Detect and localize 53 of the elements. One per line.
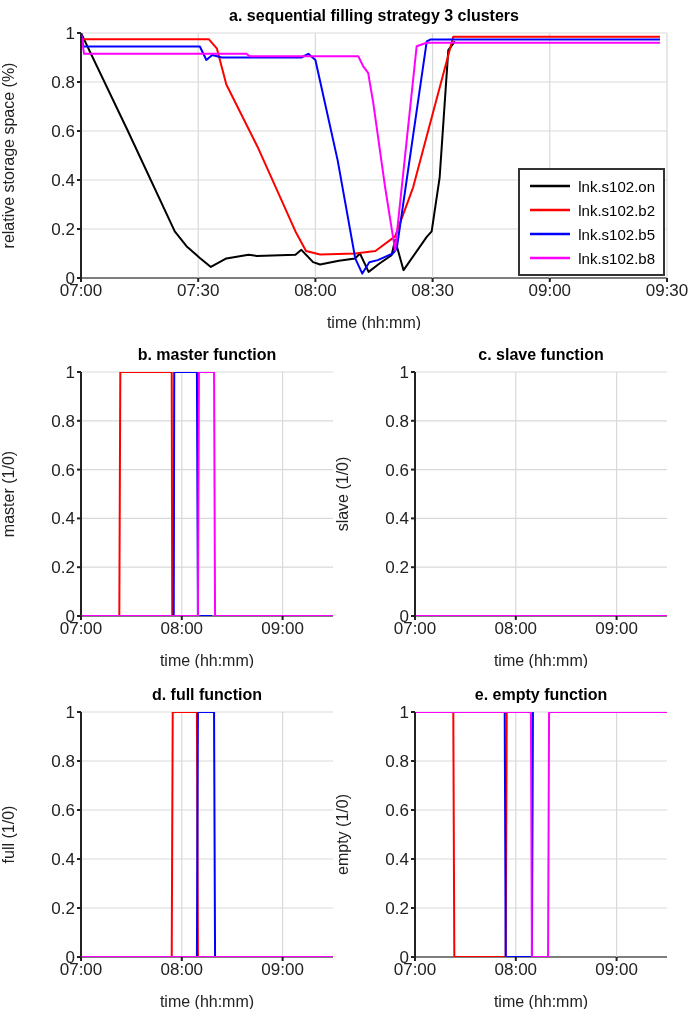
y-tick-label: 0.4 — [385, 509, 409, 529]
legend-label: lnk.s102.on — [578, 177, 655, 195]
x-tick-label: 09:00 — [595, 960, 638, 980]
y-tick-label: 0.8 — [385, 411, 409, 431]
x-tick-label: 09:00 — [528, 281, 572, 301]
y-axis-title: full (1/0) — [0, 805, 17, 864]
x-tick-label: 09:00 — [261, 619, 304, 639]
y-axis-title: slave (1/0) — [333, 456, 351, 532]
x-tick-label: 08:00 — [160, 619, 204, 639]
x-tick-label: 08:30 — [411, 281, 454, 301]
y-tick-label: 0.8 — [385, 752, 409, 772]
y-tick-label: 0.8 — [51, 752, 75, 772]
chart-title: a. sequential filling strategy 3 clusters — [228, 7, 520, 25]
y-axis-title: empty (1/0) — [333, 794, 351, 875]
y-tick-label: 0.4 — [51, 509, 75, 529]
y-tick-label: 0.2 — [385, 899, 409, 919]
y-tick-label: 0.4 — [385, 850, 409, 870]
chart-title: c. slave function — [477, 346, 605, 364]
x-tick-label: 08:00 — [494, 619, 538, 639]
y-tick-label: 1 — [399, 363, 409, 383]
y-tick-label: 0.8 — [51, 73, 75, 93]
y-tick-label: 0.6 — [51, 460, 75, 480]
x-tick-label: 09:30 — [645, 281, 689, 301]
y-tick-label: 0.2 — [51, 220, 75, 240]
y-tick-label: 0.2 — [385, 558, 409, 578]
y-tick-label: 0.6 — [385, 460, 409, 480]
x-tick-label: 09:00 — [261, 960, 304, 980]
y-axis-title: relative storage space (%) — [0, 62, 17, 249]
x-tick-label: 08:00 — [494, 960, 538, 980]
y-tick-label: 0.6 — [385, 801, 409, 821]
y-tick-label: 0.6 — [51, 801, 75, 821]
legend-label: lnk.s102.b8 — [578, 249, 655, 267]
y-tick-label: 0.8 — [51, 411, 75, 431]
legend-label: lnk.s102.b2 — [578, 201, 655, 219]
y-tick-label: 1 — [399, 703, 409, 723]
y-tick-label: 1 — [65, 363, 75, 383]
x-tick-label: 08:00 — [160, 960, 204, 980]
chart-title: e. empty function — [473, 686, 609, 704]
y-tick-label: 1 — [65, 703, 75, 723]
y-tick-label: 0.4 — [51, 850, 75, 870]
line-series — [81, 33, 456, 273]
y-tick-label: 0.2 — [51, 558, 75, 578]
x-tick-label: 09:00 — [595, 619, 638, 639]
x-tick-label: 07:30 — [176, 281, 220, 301]
x-tick-label: 08:00 — [294, 281, 337, 301]
chart-title: d. full function — [150, 686, 264, 704]
legend-label: lnk.s102.b5 — [578, 225, 655, 243]
chart-title: b. master function — [136, 346, 278, 364]
y-tick-label: 0.6 — [51, 122, 75, 142]
y-tick-label: 0.4 — [51, 171, 75, 191]
y-axis-title: master (1/0) — [0, 450, 17, 538]
y-tick-label: 1 — [65, 24, 75, 44]
y-tick-label: 0.2 — [51, 899, 75, 919]
